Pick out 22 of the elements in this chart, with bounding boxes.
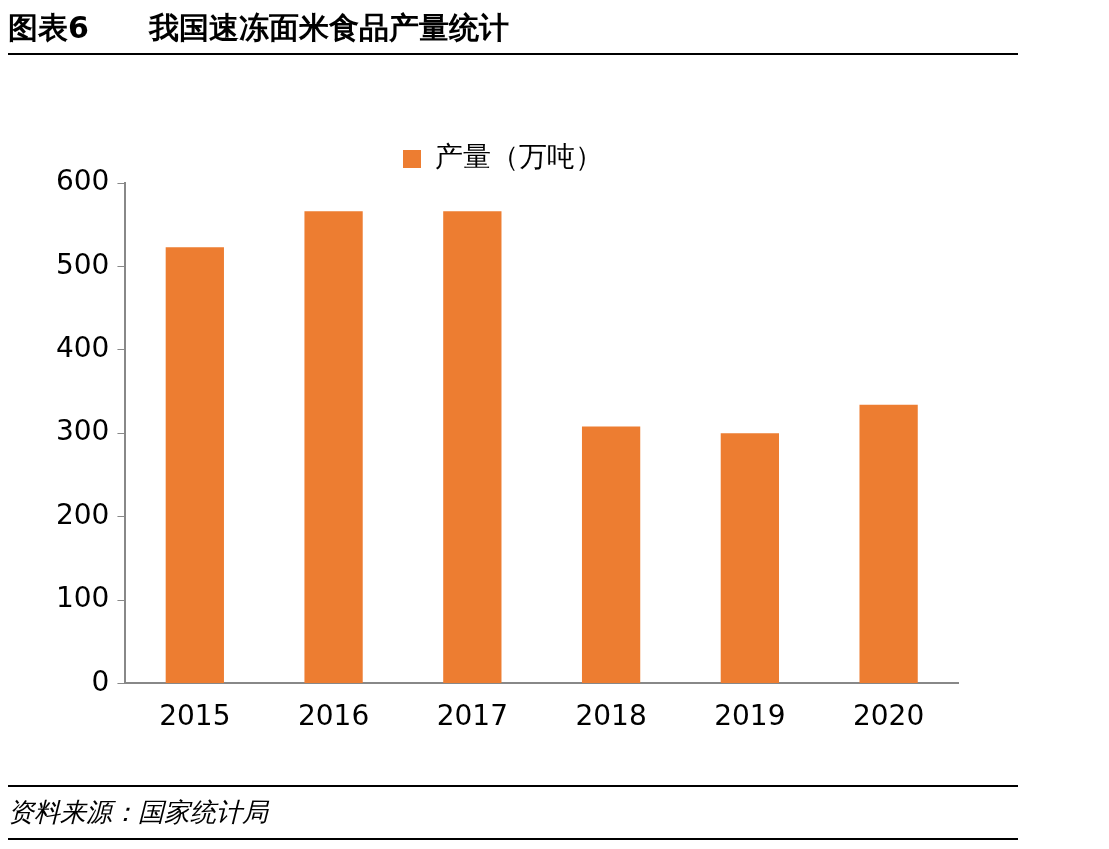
text: 资料来源：国家统计局 [8, 785, 1018, 840]
x-tick-label: 2019 [714, 699, 786, 733]
bar [443, 211, 502, 683]
x-tick-label: 2018 [575, 699, 647, 733]
bar [720, 433, 779, 683]
chart-title: 图表6 我国速冻面米食品产量统计 [8, 8, 1018, 55]
bar [304, 211, 363, 683]
x-tick-label: 2015 [159, 699, 231, 733]
y-tick-label: 100 [55, 581, 110, 615]
y-tick-label: 500 [55, 247, 110, 281]
bar [165, 247, 224, 683]
y-tick-label: 200 [55, 497, 110, 531]
x-tick-label: 2016 [297, 699, 370, 733]
x-tick-label: 2020 [852, 699, 925, 733]
bar [859, 404, 918, 683]
y-tick-label: 400 [55, 331, 110, 365]
y-tick-label: 600 [55, 164, 110, 198]
x-tick-label: 2017 [436, 699, 508, 733]
y-tick-label: 300 [55, 414, 110, 448]
legend-label: 产量（万吨） [435, 140, 603, 174]
bar [581, 426, 641, 683]
y-tick-label: 0 [91, 664, 110, 698]
